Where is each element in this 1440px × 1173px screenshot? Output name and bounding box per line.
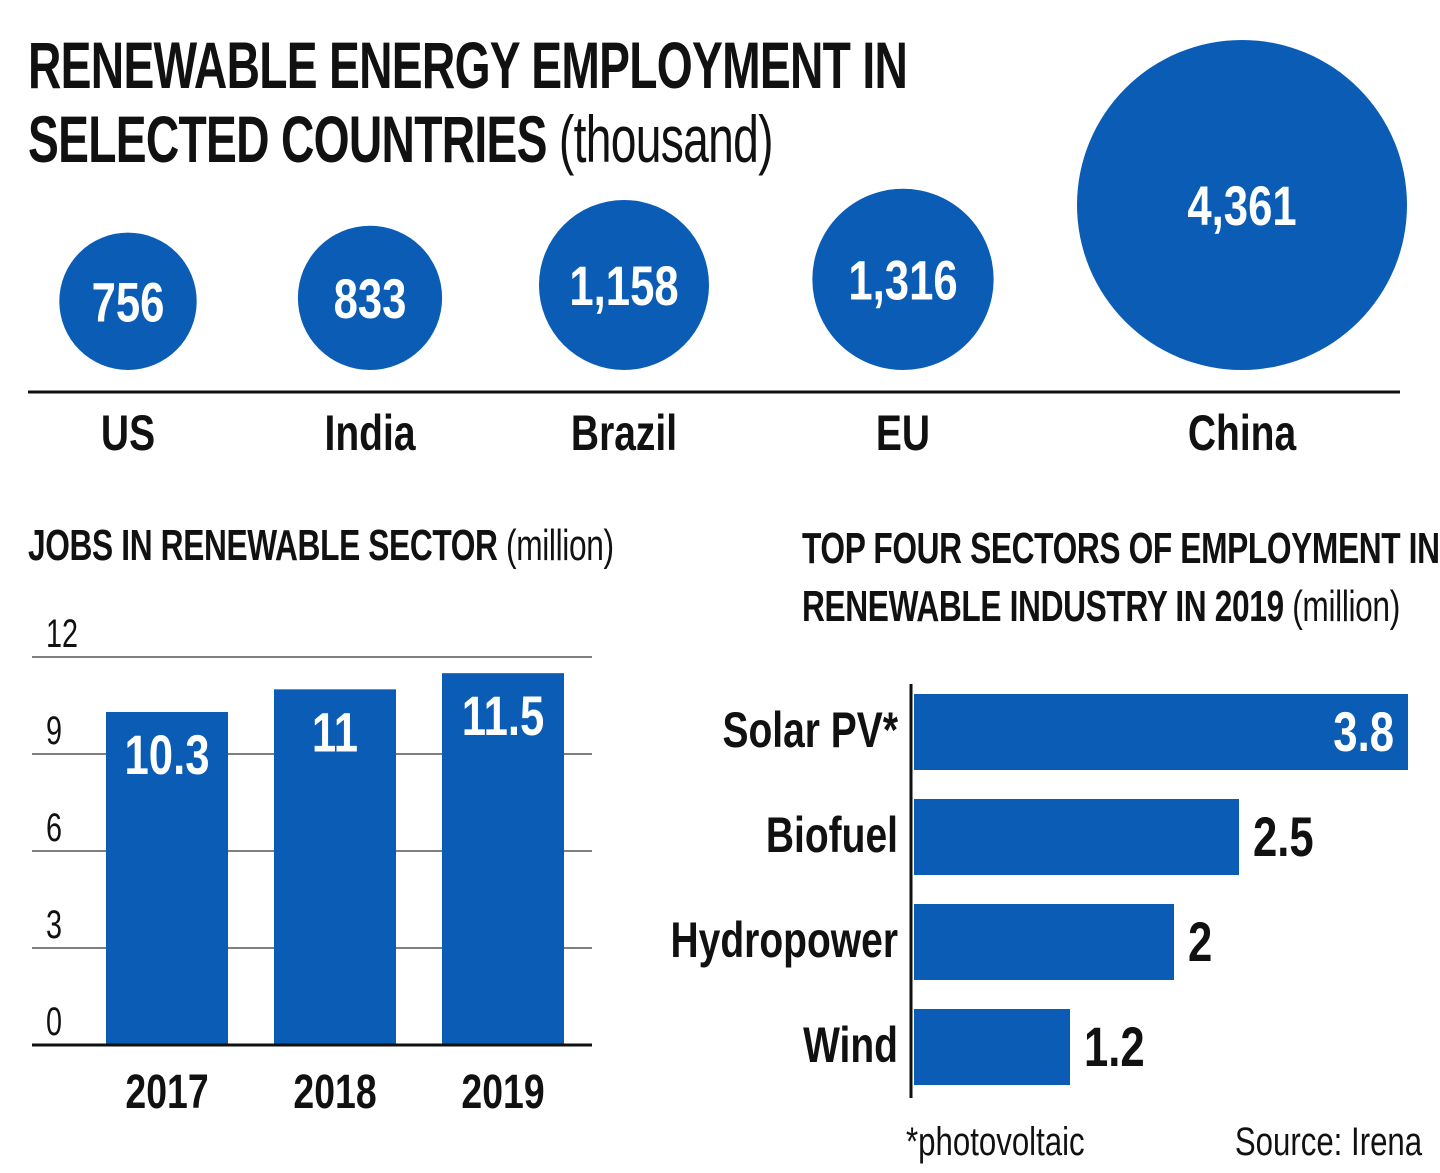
hbar-hydropower	[914, 904, 1174, 980]
hbar-chart-title-line1: TOP FOUR SECTORS OF EMPLOYMENT IN	[802, 524, 1440, 573]
bubble-category-label: India	[325, 404, 417, 461]
bar-2017	[106, 711, 228, 1045]
bubble-value-label: 756	[92, 271, 165, 333]
bar-value-label: 11.5	[462, 685, 545, 747]
bar-2019	[442, 673, 564, 1045]
hbar-category-label: Biofuel	[766, 806, 898, 863]
bubble-india	[297, 225, 443, 370]
bar-category-label: 2019	[461, 1066, 544, 1120]
hbar-chart-title: TOP FOUR SECTORS OF EMPLOYMENT IN RENEWA…	[802, 520, 1440, 636]
bubble-value-label: 1,158	[569, 255, 678, 317]
bar-chart-title: JOBS IN RENEWABLE SECTOR (million)	[28, 520, 614, 572]
footnote: *photovoltaic	[906, 1120, 1085, 1164]
bubble-value-label: 833	[334, 268, 407, 330]
hbar-category-label: Wind	[803, 1016, 898, 1073]
hbar-value-label: 2.5	[1253, 806, 1314, 868]
bar-category-label: 2018	[293, 1066, 376, 1120]
bubble-china	[1077, 40, 1407, 370]
bubble-value-label: 1,316	[848, 249, 957, 311]
hbar-chart-title-line2: RENEWABLE INDUSTRY IN 2019	[802, 582, 1284, 631]
hbar-value-label: 1.2	[1084, 1016, 1145, 1078]
bar-value-label: 10.3	[125, 724, 210, 786]
bar-y-tick-label: 12	[46, 611, 78, 656]
hbar-value-label: 3.8	[1333, 701, 1394, 763]
bubble-category-label: US	[101, 404, 155, 461]
hbar-chart-title-unit: (million)	[1292, 582, 1400, 631]
bubble-brazil	[538, 199, 710, 370]
hbar-category-label: Hydropower	[671, 911, 898, 968]
bar-value-label: 11	[312, 701, 358, 763]
bar-y-tick-label: 6	[46, 805, 62, 850]
bubble-category-label: Brazil	[571, 404, 677, 461]
hbar-solarpv	[914, 694, 1408, 770]
bar-chart-title-text: JOBS IN RENEWABLE SECTOR	[28, 521, 498, 570]
source-note: Source: Irena	[1234, 1120, 1422, 1164]
hbar-value-label: 2	[1188, 911, 1212, 973]
main-title-unit: (thousand)	[558, 102, 774, 176]
hbar-biofuel	[914, 799, 1239, 875]
main-title: RENEWABLE ENERGY EMPLOYMENT IN SELECTED …	[28, 28, 908, 176]
hbar-wind	[914, 1009, 1070, 1085]
bar-chart-title-unit: (million)	[506, 521, 614, 570]
bubble-category-label: China	[1188, 404, 1297, 461]
bubble-eu	[812, 188, 994, 370]
bubble-us	[59, 232, 197, 370]
bar-y-tick-label: 3	[46, 902, 62, 947]
main-title-line1: RENEWABLE ENERGY EMPLOYMENT IN	[28, 28, 908, 102]
bar-y-tick-label: 0	[46, 999, 62, 1044]
bar-2018	[274, 689, 396, 1045]
bubble-value-label: 4,361	[1187, 175, 1296, 237]
bar-y-tick-label: 9	[46, 708, 62, 753]
bubble-category-label: EU	[876, 404, 930, 461]
main-title-line2: SELECTED COUNTRIES	[28, 102, 547, 176]
bar-category-label: 2017	[125, 1066, 208, 1120]
hbar-category-label: Solar PV*	[722, 701, 898, 758]
